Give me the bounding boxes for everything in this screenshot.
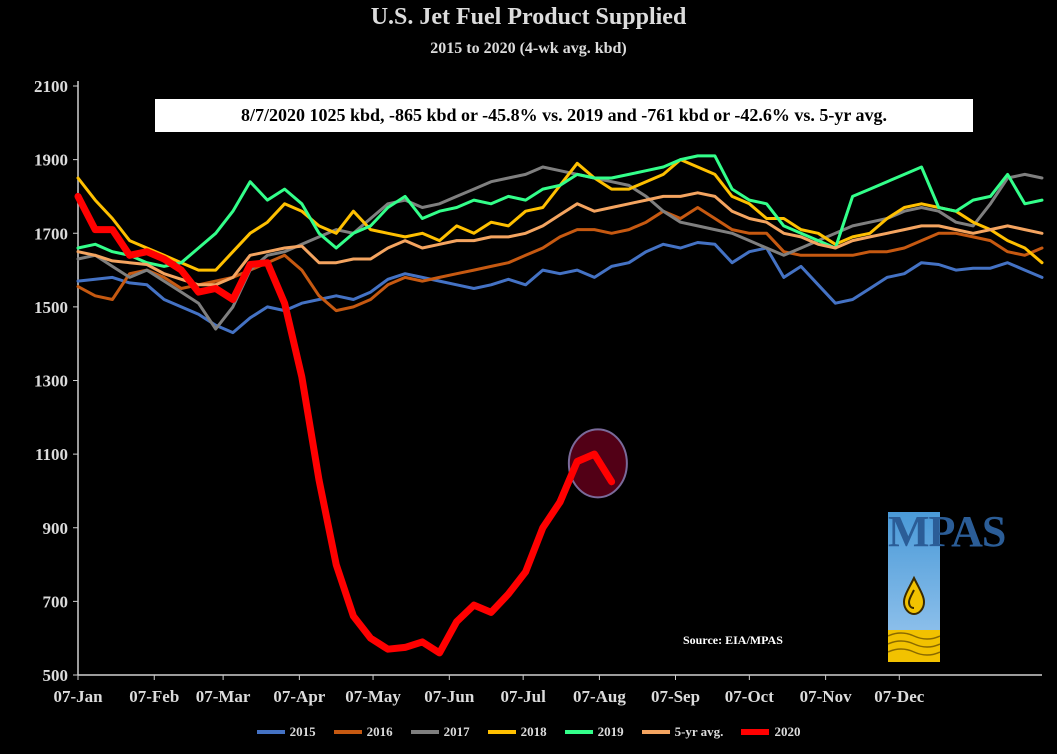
legend-swatch xyxy=(641,730,670,734)
legend-swatch xyxy=(256,730,285,734)
x-tick-label: 07-Jun xyxy=(424,687,475,706)
legend-item: 2019 xyxy=(564,724,624,740)
annotation-box: 8/7/2020 1025 kbd, -865 kbd or -45.8% vs… xyxy=(155,99,973,132)
y-tick-label: 1500 xyxy=(34,298,68,317)
legend-swatch xyxy=(741,729,770,735)
x-tick-label: 07-Jan xyxy=(53,687,103,706)
y-tick-label: 900 xyxy=(43,519,69,538)
x-tick-label: 07-Apr xyxy=(273,687,325,706)
y-tick-label: 700 xyxy=(43,592,69,611)
legend-label: 5-yr avg. xyxy=(674,724,724,739)
series-line-2020 xyxy=(74,192,616,657)
legend-item: 5-yr avg. xyxy=(641,724,724,740)
legend-label: 2017 xyxy=(443,724,470,739)
mpas-logo xyxy=(887,512,941,662)
logo-text: MPAS xyxy=(888,507,1006,556)
legend-label: 2020 xyxy=(774,724,801,739)
x-tick-label: 07-Jul xyxy=(500,687,546,706)
x-tick-label: 07-Mar xyxy=(196,687,251,706)
x-tick-label: 07-Dec xyxy=(874,687,924,706)
chart-title: U.S. Jet Fuel Product Supplied xyxy=(370,4,687,30)
legend-label: 2015 xyxy=(289,724,316,739)
legend-item: 2018 xyxy=(487,724,547,740)
source-note: Source: EIA/MPAS xyxy=(683,633,783,647)
legend-label: 2016 xyxy=(366,724,393,739)
y-tick-label: 2100 xyxy=(34,77,68,96)
legend: 2015 2016 2017 2018 2019 5-yr avg. 2020 xyxy=(0,724,1057,740)
legend-item: 2020 xyxy=(741,724,800,740)
series-line-2019 xyxy=(76,154,1044,268)
oil-drop-icon xyxy=(887,575,941,662)
series-line-2016 xyxy=(76,206,1044,313)
chart-subtitle: 2015 to 2020 (4-wk avg. kbd) xyxy=(430,40,627,57)
legend-swatch xyxy=(410,730,439,734)
x-tick-label: 07-Feb xyxy=(129,687,179,706)
series-line-2015 xyxy=(76,241,1044,335)
legend-item: 2015 xyxy=(256,724,316,740)
legend-label: 2019 xyxy=(597,724,624,739)
y-tick-label: 500 xyxy=(43,666,69,685)
legend-item: 2016 xyxy=(333,724,393,740)
y-tick-label: 1100 xyxy=(35,445,68,464)
y-tick-label: 1700 xyxy=(34,224,68,243)
series-line-2020-tail xyxy=(556,450,616,506)
series-line-5-yr-avg xyxy=(76,191,1044,287)
x-tick-label: 07-Nov xyxy=(800,687,852,706)
legend-item: 2017 xyxy=(410,724,470,740)
x-tick-label: 07-May xyxy=(345,687,401,706)
x-tick-label: 07-Sep xyxy=(651,687,700,706)
legend-label: 2018 xyxy=(520,724,547,739)
legend-swatch xyxy=(487,730,516,734)
x-tick-label: 07-Aug xyxy=(573,687,626,706)
y-tick-label: 1300 xyxy=(34,372,68,391)
legend-swatch xyxy=(333,730,362,734)
y-tick-label: 1900 xyxy=(34,151,68,170)
legend-swatch xyxy=(564,730,593,734)
x-tick-label: 07-Oct xyxy=(725,687,774,706)
